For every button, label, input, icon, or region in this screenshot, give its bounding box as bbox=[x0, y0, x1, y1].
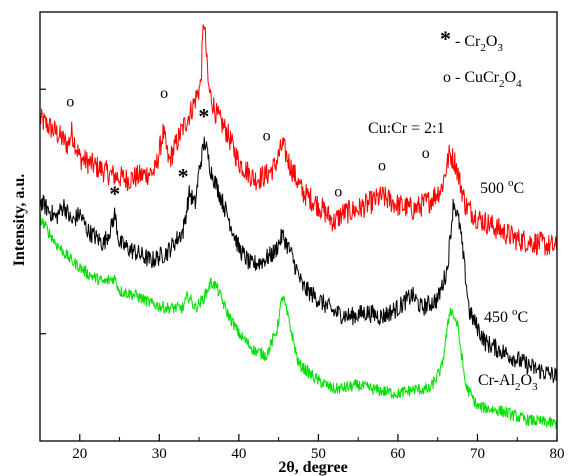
series-line-1 bbox=[39, 136, 558, 383]
cucr2o4-peak-marker: o bbox=[378, 158, 386, 175]
series-line-2 bbox=[39, 212, 558, 430]
x-tick-label: 30 bbox=[152, 446, 167, 462]
series-label-cr-al2o3: Cr-Al2O3 bbox=[478, 372, 538, 393]
legend-text: O bbox=[486, 33, 498, 50]
legend-sub: 2 bbox=[480, 42, 486, 54]
x-axis-label: 2θ, degree bbox=[278, 459, 347, 476]
x-tick-label: 40 bbox=[231, 446, 246, 462]
series-label-sub: 2 bbox=[515, 381, 521, 393]
series-label-text: 450 bbox=[484, 309, 512, 326]
x-tick-label: 20 bbox=[72, 446, 87, 462]
x-tick-label: 50 bbox=[311, 446, 326, 462]
legend: * - Cr2O3 o - CuCr2O4 bbox=[440, 26, 522, 90]
series-label-text: 500 bbox=[480, 180, 508, 197]
cr2o3-peak-marker: * bbox=[109, 181, 120, 206]
legend-text: - Cr bbox=[451, 33, 481, 50]
legend-entry-cucr2o4: o - CuCr2O4 bbox=[443, 69, 522, 90]
series-line-0 bbox=[39, 24, 558, 256]
cucr2o4-peak-marker: o bbox=[422, 145, 430, 162]
legend-sub: 4 bbox=[516, 78, 522, 90]
legend-entry-cr2o3: * - Cr2O3 bbox=[440, 26, 503, 54]
cucr2o4-peak-marker: o bbox=[66, 93, 74, 110]
cucr2o4-peak-marker: o bbox=[334, 183, 342, 200]
x-tick-label: 70 bbox=[470, 446, 485, 462]
cucr2o4-peak-marker: o bbox=[160, 85, 168, 102]
series-label-sup: o bbox=[508, 177, 514, 189]
cr2o3-peak-marker: * bbox=[178, 164, 189, 189]
legend-text: O bbox=[505, 69, 517, 86]
x-tick-label: 80 bbox=[550, 446, 565, 462]
x-tick-label: 60 bbox=[390, 446, 405, 462]
cr2o3-peak-marker: * bbox=[198, 104, 209, 129]
legend-symbol: o bbox=[443, 69, 451, 86]
series-label-sub: 3 bbox=[532, 381, 538, 393]
legend-symbol: * bbox=[440, 26, 451, 51]
series-label-500c: 500 oC bbox=[480, 177, 524, 197]
series-label-text: O bbox=[521, 372, 533, 389]
series-label-450c: 450 oC bbox=[484, 306, 528, 326]
series-label-text: Cr-Al bbox=[478, 372, 516, 389]
series-label-sup: o bbox=[512, 306, 518, 318]
y-axis-label: Intensity, a.u. bbox=[11, 174, 28, 266]
series-label-text: C bbox=[518, 309, 529, 326]
phase-markers: ooooooo*** bbox=[66, 85, 430, 206]
legend-sub: 2 bbox=[499, 78, 505, 90]
cucr2o4-peak-marker: o bbox=[263, 128, 271, 145]
axis-ticks: 20 30 40 50 60 70 80 bbox=[39, 88, 565, 462]
plot-series-group bbox=[39, 24, 558, 430]
composition-annotation: Cu:Cr = 2:1 bbox=[368, 120, 445, 137]
legend-text: - CuCr bbox=[451, 69, 500, 86]
legend-sub: 3 bbox=[497, 42, 503, 54]
plot-frame bbox=[39, 11, 558, 442]
series-label-text: C bbox=[514, 180, 525, 197]
